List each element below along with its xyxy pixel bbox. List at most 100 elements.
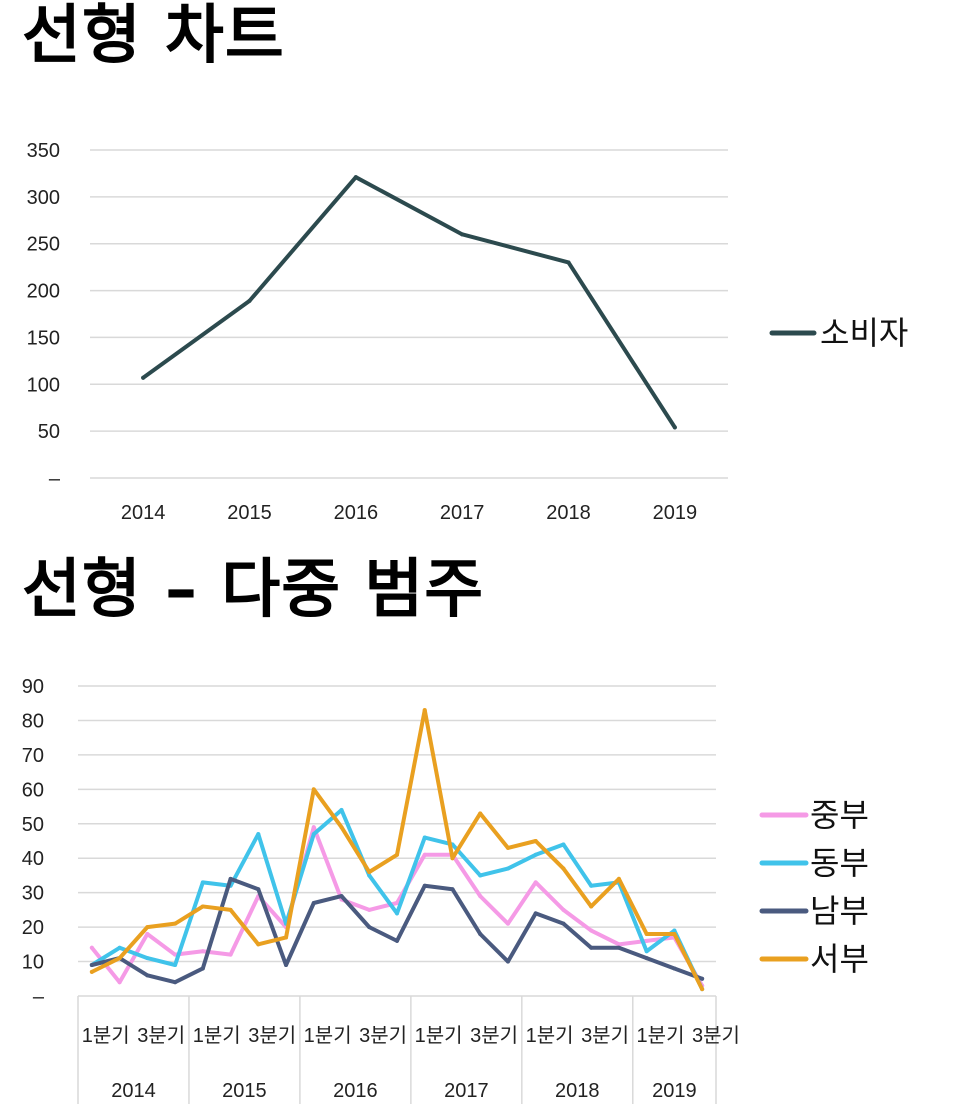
y-tick-label: –: [33, 986, 45, 1008]
data-point: [145, 956, 150, 961]
data-point: [672, 966, 677, 971]
x-quarter-label: 3분기: [137, 1024, 185, 1047]
y-tick-label: 90: [22, 676, 44, 698]
data-point: [353, 175, 358, 180]
legend-label: 중부: [810, 796, 869, 834]
data-point: [173, 921, 178, 926]
y-tick-label: 40: [22, 848, 44, 870]
x-quarter-label: 1분기: [415, 1024, 463, 1047]
data-point: [505, 921, 510, 926]
x-quarter-label: 1분기: [82, 1024, 130, 1047]
chart1-heading: 선형 차트: [22, 0, 285, 73]
data-point: [200, 949, 205, 954]
x-group-label: 2018: [555, 1080, 600, 1102]
data-point: [616, 942, 621, 947]
data-point: [566, 260, 571, 265]
data-point: [422, 883, 427, 888]
y-tick-label: 60: [22, 779, 44, 801]
x-quarter-label: 3분기: [470, 1024, 518, 1047]
data-point: [460, 232, 465, 237]
data-point: [339, 894, 344, 899]
data-point: [367, 925, 372, 930]
data-point: [200, 880, 205, 885]
data-point: [700, 987, 705, 992]
data-point: [284, 963, 289, 967]
y-tick-label: 10: [22, 952, 44, 974]
data-point: [339, 808, 344, 812]
y-tick-label: 20: [22, 917, 44, 939]
data-point: [200, 966, 205, 971]
data-point: [311, 787, 316, 792]
data-point: [478, 873, 483, 878]
data-point: [672, 928, 677, 933]
x-group-label: 2017: [444, 1080, 489, 1102]
data-point: [395, 938, 399, 943]
data-point: [672, 932, 677, 936]
legend-label: 남부: [810, 892, 869, 930]
y-tick-label: 250: [27, 234, 60, 256]
data-point: [256, 887, 261, 892]
data-point: [561, 866, 566, 871]
data-point: [644, 949, 649, 954]
legend-label: 동부: [810, 844, 869, 882]
data-point: [200, 904, 205, 909]
single-line-chart: – 50 100 150 200 250 300 350 2014 2015 2016 2017 201…: [27, 140, 909, 524]
data-point: [339, 825, 344, 830]
x-quarter-label: 3분기: [359, 1024, 407, 1047]
data-point: [173, 963, 178, 967]
data-point: [533, 880, 538, 885]
data-point: [589, 883, 594, 888]
data-point: [256, 832, 261, 837]
data-point: [589, 945, 594, 950]
data-point: [367, 873, 372, 878]
data-point: [367, 870, 372, 874]
data-point: [561, 907, 566, 912]
data-point: [173, 980, 178, 985]
y-tick-label: 100: [27, 374, 60, 396]
data-point: [422, 852, 427, 857]
data-point: [505, 845, 510, 850]
data-point: [533, 839, 538, 843]
x-quarter-label: 1분기: [304, 1024, 352, 1047]
data-point: [117, 945, 122, 950]
data-point: [478, 894, 483, 899]
data-point: [478, 811, 483, 816]
data-point: [561, 842, 566, 847]
data-point: [533, 911, 538, 916]
y-tick-label: 70: [22, 745, 44, 767]
y-tick-label: 30: [22, 883, 44, 905]
data-point: [311, 825, 316, 830]
data-point: [644, 932, 649, 936]
data-point: [700, 976, 705, 981]
x-group-label: 2019: [652, 1080, 697, 1102]
y-tick-label: 50: [22, 814, 44, 836]
y-tick-label: 80: [22, 710, 44, 732]
data-point: [589, 928, 594, 933]
data-point: [247, 298, 252, 303]
data-point: [672, 425, 677, 430]
y-tick-label: –: [49, 468, 61, 490]
y-tick-label: 350: [27, 140, 60, 162]
data-point: [395, 911, 399, 916]
data-point: [228, 876, 233, 881]
data-point: [311, 832, 316, 837]
data-point: [256, 942, 261, 947]
data-point: [173, 952, 178, 957]
legend-label: 소비자: [820, 314, 908, 352]
x-quarter-label: 3분기: [248, 1024, 296, 1047]
data-point: [422, 708, 427, 713]
data-point: [145, 925, 150, 930]
data-point: [616, 945, 621, 950]
data-point: [395, 852, 399, 857]
x-quarter-label: 3분기: [692, 1024, 740, 1047]
x-tick-label: 2016: [334, 502, 379, 524]
x-group-label: 2016: [333, 1080, 378, 1102]
data-point: [478, 932, 483, 936]
data-point: [145, 973, 150, 978]
data-point: [89, 969, 94, 974]
data-point: [422, 835, 427, 840]
y-tick-label: 200: [27, 281, 60, 303]
data-point: [561, 921, 566, 926]
data-point: [141, 375, 146, 380]
